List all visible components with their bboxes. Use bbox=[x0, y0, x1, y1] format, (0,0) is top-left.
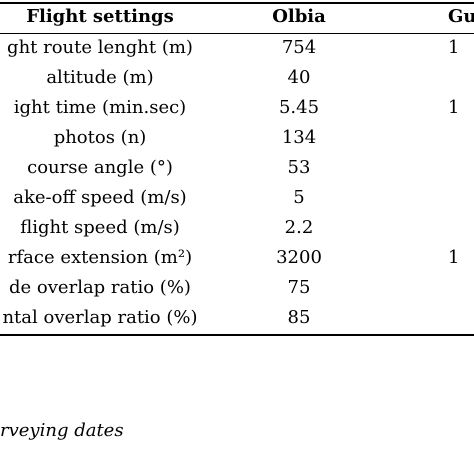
row-olbia-value: 85 bbox=[287, 307, 311, 328]
row-param: ntal overlap ratio (%) bbox=[2, 307, 198, 328]
row-param: ight time (min.sec) bbox=[13, 97, 187, 118]
row-third-value: 1 bbox=[448, 247, 460, 268]
row-param: ght route lenght (m) bbox=[7, 37, 193, 58]
row-olbia-value: 75 bbox=[287, 277, 311, 298]
next-table-caption: rveying dates bbox=[0, 420, 124, 441]
header-olbia: Olbia bbox=[272, 6, 326, 27]
header-flight-settings: Flight settings bbox=[26, 6, 174, 27]
row-olbia-value: 134 bbox=[281, 127, 317, 148]
row-olbia-value: 40 bbox=[287, 67, 311, 88]
header-third-site: Gu bbox=[448, 6, 474, 27]
row-third-value: 1 bbox=[448, 37, 460, 58]
table-header-rule bbox=[0, 33, 474, 35]
table-top-rule bbox=[0, 2, 474, 4]
row-olbia-value: 754 bbox=[281, 37, 317, 58]
row-param: rface extension (m²) bbox=[7, 247, 193, 268]
row-param: altitude (m) bbox=[46, 67, 154, 88]
row-olbia-value: 2.2 bbox=[284, 217, 314, 238]
row-param: de overlap ratio (%) bbox=[9, 277, 191, 298]
row-olbia-value: 3200 bbox=[276, 247, 322, 268]
row-param: flight speed (m/s) bbox=[20, 217, 180, 238]
row-param: ake-off speed (m/s) bbox=[13, 187, 187, 208]
row-param: photos (n) bbox=[53, 127, 147, 148]
row-olbia-value: 53 bbox=[287, 157, 311, 178]
table-bottom-rule bbox=[0, 334, 474, 336]
row-olbia-value: 5 bbox=[293, 187, 305, 208]
row-third-value: 1 bbox=[448, 97, 460, 118]
row-olbia-value: 5.45 bbox=[278, 97, 320, 118]
row-param: course angle (°) bbox=[27, 157, 173, 178]
